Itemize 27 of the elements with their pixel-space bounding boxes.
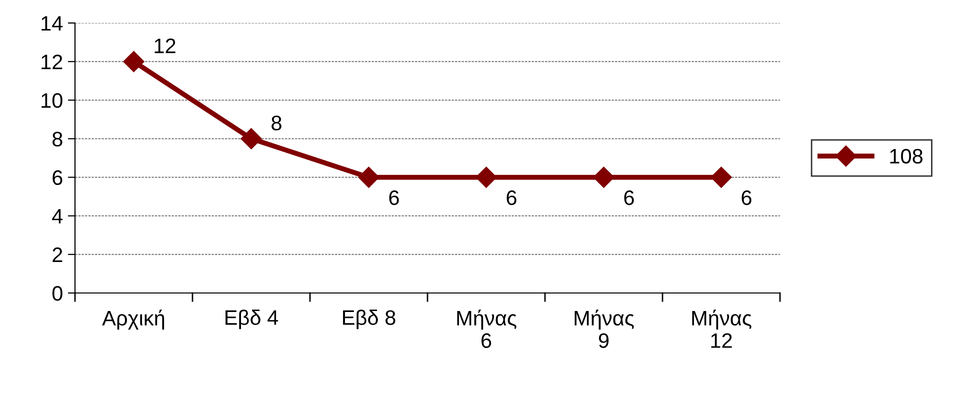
y-tick-label: 14 bbox=[42, 16, 63, 31]
x-tick-label: Εβδ 8 bbox=[343, 310, 396, 330]
y-tick-label: 2 bbox=[52, 247, 62, 262]
y-tick-label: 0 bbox=[52, 286, 62, 301]
point bbox=[123, 51, 144, 72]
x-tick-label: Μήνας 6 bbox=[457, 310, 516, 348]
data-label: 6 bbox=[624, 190, 634, 206]
point bbox=[710, 166, 732, 188]
x-tick-label: Αρχική bbox=[102, 310, 164, 330]
data-label: 6 bbox=[742, 190, 752, 206]
data-label: 6 bbox=[389, 190, 399, 206]
y-tick-label: 12 bbox=[42, 54, 62, 70]
data-label: 12 bbox=[154, 38, 176, 54]
x-tick-label: Μήνας 12 bbox=[692, 310, 752, 348]
legend-label: 108 bbox=[890, 148, 923, 164]
x-tick-label: Εβδ 4 bbox=[226, 310, 278, 330]
data-label: 8 bbox=[272, 116, 282, 130]
y-tick-label: 10 bbox=[42, 93, 62, 108]
x-tick-label: Μήνας 9 bbox=[574, 310, 634, 348]
y-tick-label: 8 bbox=[52, 132, 62, 146]
point bbox=[358, 166, 380, 188]
point bbox=[593, 166, 614, 188]
point bbox=[240, 128, 262, 150]
y-tick-label: 6 bbox=[52, 170, 62, 186]
y-tick-label: 4 bbox=[52, 209, 63, 224]
data-label: 6 bbox=[506, 190, 516, 206]
point bbox=[476, 166, 497, 188]
